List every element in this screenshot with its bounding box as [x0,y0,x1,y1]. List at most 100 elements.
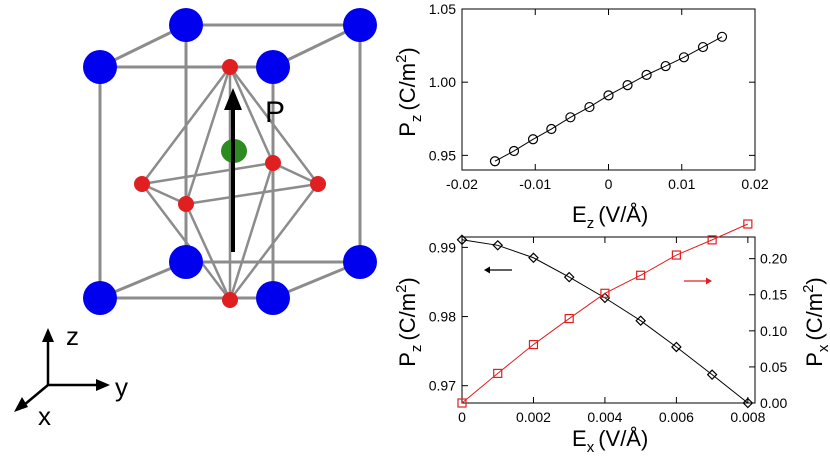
y-tick-label: 0.97 [429,378,456,394]
data-point [493,368,503,379]
x-tick-label: 0 [458,409,466,425]
data-point [563,271,575,283]
data-point [678,52,690,63]
axis-triad [14,328,110,412]
plot-frame [461,236,756,404]
x-axis-title: Ex (V/Å) [572,426,648,456]
y-tick-label: 0.98 [429,309,456,325]
x-tick-label: 0.006 [659,409,694,425]
y-tick-label: 0.99 [429,239,456,255]
arrow-right-axis-indicator [684,277,712,285]
series-line [494,36,723,162]
oxygen-atom [178,196,194,212]
polarization-arrow [224,88,242,252]
a-site-atom [169,8,203,42]
data-point [528,339,539,350]
chart-pz-px-vs-ex: 0 0.002 0.004 0.006 0.008 0.970.980.99 0.000… [393,219,830,456]
x-tick-label: 0.004 [587,409,622,425]
series-line [461,223,749,404]
data-point [671,250,681,260]
y-tick-label: 0.05 [760,359,787,375]
data-point [599,292,611,304]
y-tick-label: 0.10 [760,323,787,339]
data-point [707,235,717,245]
y-tick-label: 0.15 [760,287,787,303]
series-line [461,239,749,404]
data-point [660,60,671,72]
y-tick-label: 1.00 [429,74,456,90]
chart-pz-vs-ez: -0.02 -0.01 0 0.01 0.02 0.95 1.00 1.05 Ez (V/Å)… [393,1,769,232]
atoms [83,8,377,315]
data-point [671,341,682,353]
oxygen-atom [222,59,238,75]
data-point [456,234,468,246]
a-site-atom [83,50,117,84]
data-point [492,239,504,251]
x-ticks: -0.02 -0.01 0 0.01 0.02 [446,9,769,192]
data-point [635,315,647,327]
data-point [528,252,539,264]
data-point [457,398,467,408]
series-pz [489,31,728,167]
z-axis-label: z [66,321,79,351]
data-point [622,80,633,91]
arrow-left-axis-indicator [484,266,512,274]
a-site-atom [169,245,203,279]
data-point [603,90,614,101]
series-px [457,219,753,408]
data-point [489,156,501,167]
oxygen-atom [222,292,238,308]
data-point [636,270,646,280]
y-tick-label: 0.00 [760,395,787,411]
data-point [527,134,539,145]
svg-text:Pz(C/m2): Pz(C/m2) [393,47,425,137]
y-ticks-right: 0.00 0.05 0.10 0.15 0.20 [749,251,787,411]
data-point [641,69,652,80]
plot-frame [461,8,756,171]
data-point [565,112,576,123]
y-tick-label: 1.05 [429,1,456,17]
x-tick-label: 0.008 [730,409,765,425]
data-point [564,313,574,324]
a-site-atom [83,281,117,315]
data-point [546,123,557,135]
y-axis-title: Pz(C/m2) [393,47,425,137]
a-site-atom [256,50,290,84]
data-point [697,41,709,53]
y-ticks: 0.95 1.00 1.05 [429,1,755,163]
x-tick-label: -0.02 [446,176,478,192]
svg-text:Pz(C/m2): Pz(C/m2) [393,277,425,367]
polarization-label: P [265,96,285,129]
data-point [508,145,520,157]
data-point [584,101,595,113]
a-site-atom [256,281,290,315]
oxygen-atom [265,155,281,171]
data-point [742,397,754,409]
x-ticks: 0 0.002 0.004 0.006 0.008 [458,237,766,425]
y-ticks-left: 0.97 0.98 0.99 [429,239,468,394]
series-pz [456,234,754,409]
y-tick-label: 0.20 [760,251,787,267]
y-axis-title-left: Pz(C/m2) [393,277,425,367]
x-tick-label: 0.01 [668,176,695,192]
data-point [743,219,753,229]
oxygen-atom [310,176,326,192]
x-axis-title: Ez (V/Å) [572,202,648,232]
a-site-atom [343,8,377,42]
y-tick-label: 0.95 [429,147,456,163]
x-tick-label: 0.02 [741,176,768,192]
svg-text:Px(C/m2): Px(C/m2) [800,277,830,367]
data-point [706,369,718,380]
octahedron [141,66,319,301]
x-tick-label: -0.01 [519,176,551,192]
data-point [600,288,610,298]
data-point [716,31,728,42]
a-site-atom [343,245,377,279]
y-axis-label: y [115,372,128,402]
x-axis-label: x [38,401,51,431]
y-axis-title-right: Px(C/m2) [800,277,830,367]
x-tick-label: 0 [605,176,613,192]
oxygen-atom [134,176,150,192]
x-tick-label: 0.002 [516,409,551,425]
